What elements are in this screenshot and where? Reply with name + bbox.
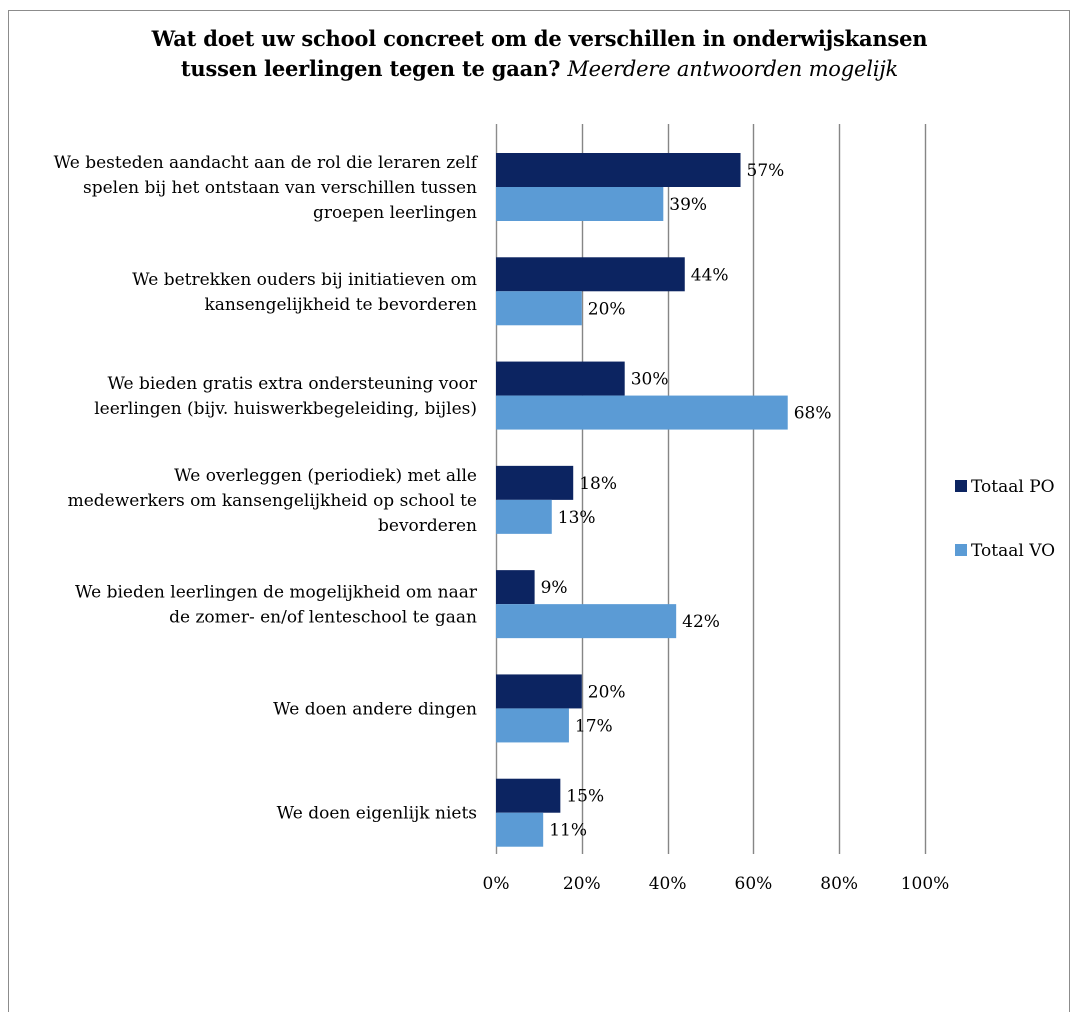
- bar: [496, 395, 788, 430]
- data-label: 13%: [558, 508, 596, 528]
- data-label: 39%: [669, 195, 707, 215]
- bar: [496, 187, 664, 221]
- category-label-line: kansengelijkheid te bevorderen: [204, 295, 477, 315]
- legend: Totaal PO Totaal VO: [955, 477, 1055, 561]
- category-label-line: de zomer- en/of lenteschool te gaan: [169, 608, 477, 628]
- bar: [496, 499, 552, 534]
- data-label: 18%: [579, 474, 617, 494]
- category-label: We besteden aandacht aan de rol die lera…: [54, 153, 479, 223]
- bar: [496, 674, 582, 709]
- data-label: 30%: [631, 370, 669, 390]
- data-label: 20%: [588, 682, 626, 702]
- bar: [496, 570, 535, 605]
- x-tick-label: 40%: [649, 874, 687, 894]
- category-label-line: We besteden aandacht aan de rol die lera…: [54, 153, 479, 173]
- category-label-line: leerlingen (bijv. huiswerkbegeleiding, b…: [94, 399, 477, 419]
- data-label: 44%: [691, 265, 729, 285]
- category-label-line: We bieden gratis extra ondersteuning voo…: [107, 374, 477, 394]
- bar: [496, 153, 741, 187]
- chart-title-italic: Meerdere antwoorden mogelijk: [567, 57, 899, 81]
- bar: [496, 778, 561, 813]
- bar: [496, 465, 574, 500]
- category-label-line: medewerkers om kansengelijkheid op schoo…: [68, 491, 477, 511]
- category-label-line: We doen andere dingen: [273, 699, 477, 719]
- legend-label: Totaal VO: [971, 541, 1055, 561]
- category-label-line: spelen bij het ontstaan van verschillen …: [83, 178, 477, 198]
- legend-swatch: [955, 480, 967, 492]
- category-label-line: groepen leerlingen: [313, 203, 477, 223]
- bar: [496, 604, 677, 639]
- x-tick-label: 20%: [563, 874, 601, 894]
- bar: [496, 257, 685, 292]
- x-tick-label: 80%: [820, 874, 858, 894]
- data-label: 11%: [549, 821, 587, 841]
- category-label: We bieden gratis extra ondersteuning voo…: [94, 374, 478, 419]
- data-label: 57%: [747, 161, 785, 181]
- legend-label: Totaal PO: [971, 477, 1055, 497]
- legend-swatch: [955, 544, 967, 556]
- category-label-line: We betrekken ouders bij initiatieven om: [132, 270, 477, 290]
- bars: [496, 153, 788, 847]
- bar: [496, 291, 582, 326]
- category-labels: We besteden aandacht aan de rol die lera…: [54, 153, 479, 824]
- category-label: We doen eigenlijk niets: [277, 804, 477, 824]
- chart-title-line-2-text: tussen leerlingen tegen te gaan?: [180, 56, 561, 81]
- x-tick-label: 60%: [735, 874, 773, 894]
- category-label: We overleggen (periodiek) met alle medewe…: [68, 466, 477, 536]
- x-tick-label: 0%: [483, 874, 510, 894]
- bar: [496, 812, 544, 847]
- data-labels: 57% 39% 44% 20% 30% 68% 18% 13% 9% 42% 20% 17% 15% 11…: [541, 161, 832, 841]
- category-label-line: We overleggen (periodiek) met alle: [174, 466, 477, 486]
- chart-title: Wat doet uw school concreet om de versch…: [0, 24, 1079, 84]
- data-label: 20%: [588, 299, 626, 319]
- category-label-line: We bieden leerlingen de mogelijkheid om …: [75, 583, 478, 603]
- x-tick-label: 100%: [901, 874, 950, 894]
- category-label: We bieden leerlingen de mogelijkheid om …: [75, 583, 478, 628]
- data-label: 68%: [794, 404, 832, 424]
- chart-title-line-2: tussen leerlingen tegen te gaan? Meerder…: [0, 54, 1079, 84]
- category-label: We doen andere dingen: [273, 699, 477, 719]
- category-label-line: bevorderen: [378, 516, 477, 536]
- data-label: 42%: [682, 612, 720, 632]
- category-label: We betrekken ouders bij initiatieven om k…: [132, 270, 477, 315]
- bar: [496, 708, 569, 743]
- x-axis-ticks: 0% 20% 40% 60% 80% 100%: [483, 874, 950, 894]
- category-label-line: We doen eigenlijk niets: [277, 804, 477, 824]
- chart-title-line-1: Wat doet uw school concreet om de versch…: [151, 26, 928, 51]
- bar: [496, 361, 625, 396]
- data-label: 17%: [575, 716, 613, 736]
- data-label: 9%: [541, 578, 568, 598]
- data-label: 15%: [566, 787, 604, 807]
